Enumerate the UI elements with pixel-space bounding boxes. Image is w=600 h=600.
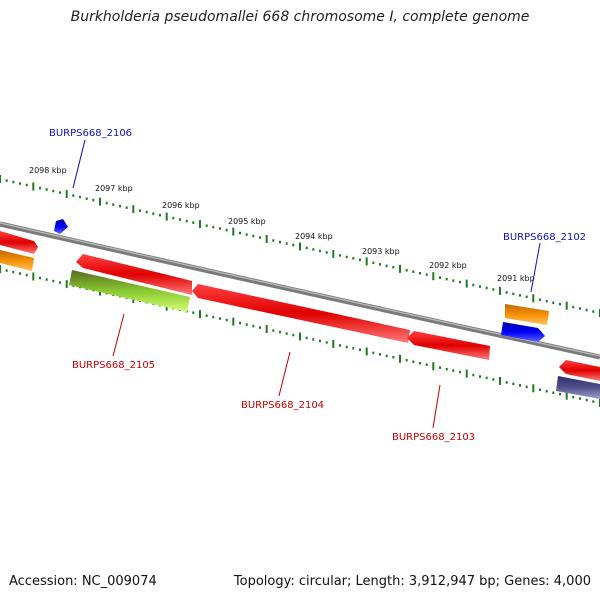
gene-label-2103[interactable]: BURPS668_2103 <box>392 432 475 443</box>
chromosome-backbone <box>0 221 600 360</box>
gene-label-2105[interactable]: BURPS668_2105 <box>72 360 155 371</box>
accession-text: Accession: NC_009074 <box>9 574 157 589</box>
gene-purple-right[interactable] <box>556 376 600 399</box>
callout-line-2104 <box>278 351 291 397</box>
scale-label-2093: 2093 kbp <box>362 247 400 256</box>
scale-label-2091: 2091 kbp <box>497 274 535 283</box>
callout-line-2102 <box>530 242 541 293</box>
topology-summary-text: Topology: circular; Length: 3,912,947 bp… <box>233 574 591 589</box>
gene-label-2102[interactable]: BURPS668_2102 <box>503 232 586 243</box>
gene-red-2104[interactable] <box>192 284 410 343</box>
scale-label-2095: 2095 kbp <box>228 217 266 226</box>
outer-scale-ruler <box>0 175 600 317</box>
gene-label-2104[interactable]: BURPS668_2104 <box>241 400 324 411</box>
gene-green-2105[interactable] <box>69 270 190 312</box>
scale-label-2092: 2092 kbp <box>429 261 467 270</box>
gene-label-2106[interactable]: BURPS668_2106 <box>49 128 132 139</box>
gene-red-2105-neighbor[interactable] <box>76 254 192 295</box>
map-title: Burkholderia pseudomallei 668 chromosome… <box>70 9 530 25</box>
scale-label-2096: 2096 kbp <box>162 201 200 210</box>
gene-blue-2106[interactable] <box>54 219 68 234</box>
inner-scale-ruler <box>0 265 600 407</box>
gene-red-left-outer[interactable] <box>0 231 38 254</box>
gene-red-right[interactable] <box>559 360 600 381</box>
gene-red-2103[interactable] <box>407 331 490 360</box>
gene-orange-left[interactable] <box>0 250 34 271</box>
gene-blue-2102[interactable] <box>501 322 545 342</box>
scale-label-2097: 2097 kbp <box>95 184 133 193</box>
callout-line-2106 <box>72 139 86 189</box>
gene-orange-2102[interactable] <box>505 304 549 325</box>
scale-label-2098: 2098 kbp <box>29 166 67 175</box>
callout-line-2105 <box>112 313 125 357</box>
callout-line-2103 <box>432 384 441 429</box>
scale-label-2094: 2094 kbp <box>295 232 333 241</box>
